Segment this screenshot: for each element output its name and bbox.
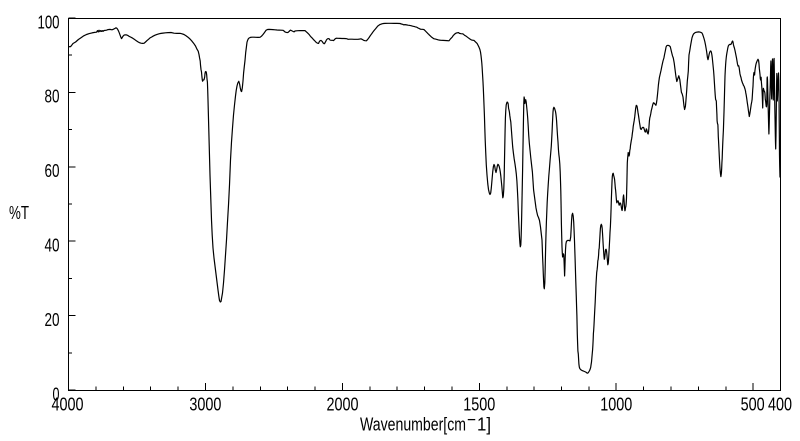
- svg-text:500: 500: [741, 395, 765, 415]
- svg-text:4000: 4000: [52, 395, 84, 415]
- svg-text:80: 80: [45, 87, 60, 107]
- svg-text:60: 60: [45, 161, 60, 181]
- svg-text:0: 0: [53, 384, 60, 404]
- svg-text:Wavenumber[cm: Wavenumber[cm: [360, 415, 466, 435]
- svg-text:3000: 3000: [189, 395, 221, 415]
- svg-text:2000: 2000: [327, 395, 359, 415]
- svg-text:−: −: [467, 410, 476, 430]
- svg-text:1000: 1000: [600, 395, 632, 415]
- svg-text:400: 400: [768, 395, 792, 415]
- svg-text:%T: %T: [9, 203, 29, 223]
- svg-text:100: 100: [38, 12, 60, 32]
- svg-text:1]: 1]: [477, 415, 491, 435]
- svg-text:20: 20: [45, 310, 60, 330]
- svg-text:40: 40: [45, 236, 60, 256]
- svg-text:1500: 1500: [463, 395, 495, 415]
